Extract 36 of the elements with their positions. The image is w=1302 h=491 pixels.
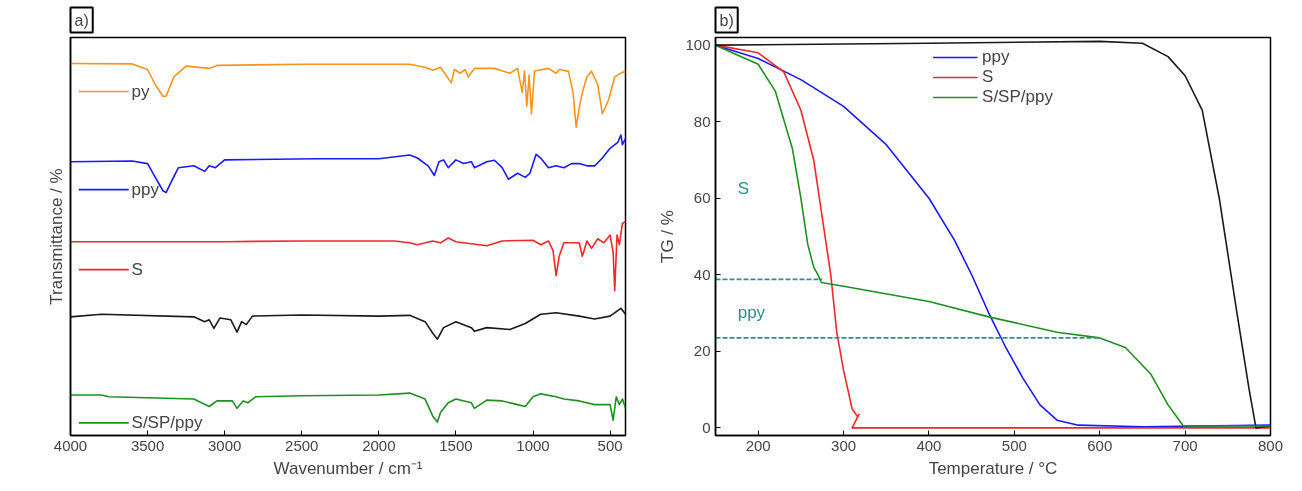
y-tick-label: 20 [693,342,711,360]
legend-label: S [982,67,995,87]
x-tick-label: 300 [831,436,857,454]
legend-label: S/SP/ppy [131,413,203,433]
x-axis-title: Wavenumber / cm⁻¹ [273,458,423,478]
x-tick-label: 600 [1087,436,1113,454]
x-tick-label: 2000 [362,436,396,454]
x-tick-label: 4000 [53,436,88,454]
y-tick-label: 80 [693,112,711,130]
x-tick-label: 400 [916,436,942,454]
y-tick-label: 40 [693,265,711,283]
y-axis-title: TG / % [658,210,678,263]
x-tick-label: 500 [597,436,623,454]
y-tick-label: 60 [693,189,711,207]
annotation: S [737,179,750,199]
legend-label: py [131,81,150,101]
x-tick-label: 200 [745,436,771,454]
legend-label: ppy [982,47,1010,67]
x-tick-label: 2500 [285,436,319,454]
chart-title: a) [74,11,89,29]
x-tick-label: 500 [1001,436,1027,454]
x-tick-label: 1000 [516,436,550,454]
y-tick-label: 100 [685,36,711,54]
y-axis-title: Transmittance / % [46,168,66,305]
x-tick-label: 1500 [439,436,473,454]
legend-label: S/SP/ppy [982,87,1053,107]
x-tick-label: 800 [1257,436,1284,454]
legend-label: ppy [131,180,160,200]
chart-title: b) [719,11,734,29]
y-tick-label: 0 [702,418,711,436]
x-tick-label: 3500 [130,436,165,454]
x-axis-title: Temperature / °C [928,458,1058,478]
annotation: ppy [737,302,766,322]
x-tick-label: 700 [1172,436,1198,454]
x-tick-label: 3000 [207,436,242,454]
legend-label: S [131,260,143,280]
